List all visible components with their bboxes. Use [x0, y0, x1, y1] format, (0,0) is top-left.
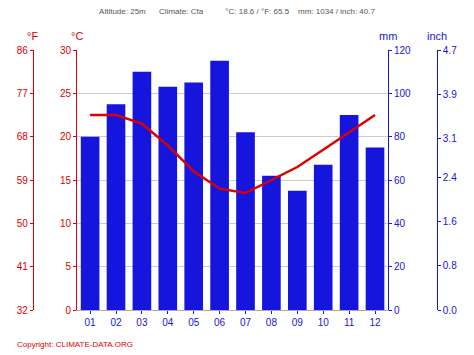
- svg-text:1.6: 1.6: [443, 216, 457, 227]
- svg-text:°C: °C: [71, 30, 83, 42]
- svg-text:5: 5: [66, 261, 72, 272]
- svg-text:inch: inch: [427, 30, 447, 42]
- svg-text:100: 100: [394, 88, 411, 99]
- svg-text:10: 10: [318, 317, 330, 328]
- svg-text:09: 09: [292, 317, 304, 328]
- svg-text:77: 77: [17, 88, 29, 99]
- svg-text:20: 20: [60, 131, 72, 142]
- svg-text:41: 41: [17, 261, 29, 272]
- svg-text:08: 08: [266, 317, 278, 328]
- svg-text:25: 25: [60, 88, 72, 99]
- svg-text:mm: mm: [379, 30, 397, 42]
- svg-text:80: 80: [394, 131, 406, 142]
- svg-text:30: 30: [60, 45, 72, 56]
- svg-text:Altitude: 25m Climate: Cf: Altitude: 25m Climate: Cfa °C: 18.6 / °F…: [99, 7, 375, 16]
- svg-text:12: 12: [369, 317, 381, 328]
- svg-text:°F: °F: [27, 30, 38, 42]
- svg-text:32: 32: [17, 305, 29, 316]
- svg-text:3.1: 3.1: [443, 133, 457, 144]
- svg-text:68: 68: [17, 131, 29, 142]
- svg-text:2.4: 2.4: [443, 172, 457, 183]
- svg-text:11: 11: [344, 317, 355, 328]
- svg-text:3.9: 3.9: [443, 89, 457, 100]
- svg-text:40: 40: [394, 218, 406, 229]
- svg-text:20: 20: [394, 261, 406, 272]
- svg-text:0.0: 0.0: [443, 305, 457, 316]
- svg-text:120: 120: [394, 45, 411, 56]
- svg-text:15: 15: [60, 175, 72, 186]
- svg-text:03: 03: [136, 317, 148, 328]
- svg-text:01: 01: [85, 317, 97, 328]
- svg-text:02: 02: [110, 317, 122, 328]
- svg-text:06: 06: [214, 317, 226, 328]
- svg-text:Copyright: CLIMATE-DATA.ORG: Copyright: CLIMATE-DATA.ORG: [17, 340, 133, 349]
- svg-text:07: 07: [240, 317, 252, 328]
- svg-text:4.7: 4.7: [443, 45, 457, 56]
- svg-text:60: 60: [394, 175, 406, 186]
- svg-text:10: 10: [60, 218, 72, 229]
- svg-text:59: 59: [17, 175, 29, 186]
- svg-text:05: 05: [188, 317, 200, 328]
- svg-text:86: 86: [17, 45, 29, 56]
- svg-text:0: 0: [394, 305, 400, 316]
- svg-text:04: 04: [162, 317, 174, 328]
- svg-text:0.8: 0.8: [443, 260, 457, 271]
- svg-text:0: 0: [66, 305, 72, 316]
- svg-text:50: 50: [17, 218, 29, 229]
